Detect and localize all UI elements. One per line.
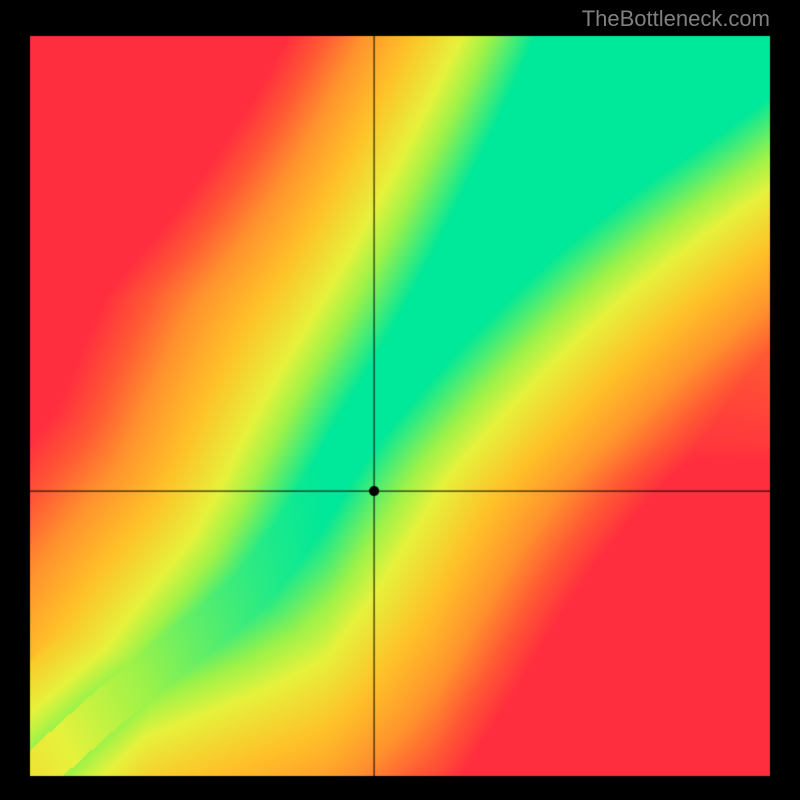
watermark: TheBottleneck.com: [582, 6, 770, 32]
chart-container: TheBottleneck.com: [0, 0, 800, 800]
heatmap-canvas: [0, 0, 800, 800]
